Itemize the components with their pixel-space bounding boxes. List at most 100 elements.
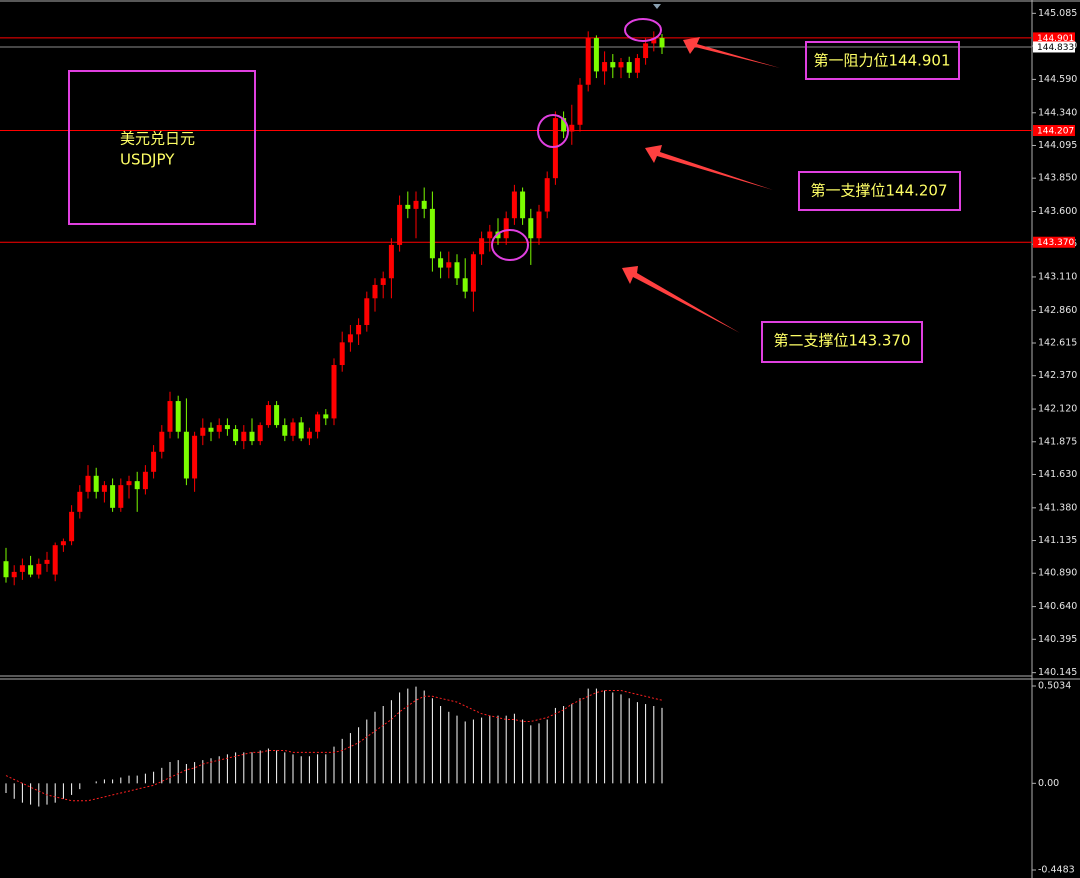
shift-marker <box>653 4 661 9</box>
y-tick-label: 140.145 <box>1038 667 1077 678</box>
y-tick-label: 140.395 <box>1038 634 1077 645</box>
candle-body <box>290 422 296 436</box>
y-tick-label: 140.640 <box>1038 601 1077 612</box>
level-label-bg <box>1033 41 1075 53</box>
candle-body <box>52 545 58 575</box>
candle-body <box>323 414 329 419</box>
candle-body <box>110 485 116 508</box>
candle-body <box>159 431 165 452</box>
candle-body <box>593 38 599 72</box>
candle-body <box>77 491 83 512</box>
candle-body <box>224 425 230 430</box>
candle-body <box>462 278 468 292</box>
y-tick-label: 141.875 <box>1038 436 1077 447</box>
candle-body <box>192 435 198 479</box>
candle-body <box>3 561 9 578</box>
highlight-ellipse <box>537 114 569 148</box>
candle-body <box>208 427 214 432</box>
candle-body <box>544 178 550 212</box>
candle-body <box>520 191 526 219</box>
y-tick-label: 141.630 <box>1038 469 1077 480</box>
level-label: 144.901 <box>1037 34 1074 44</box>
y-tick-label: 142.615 <box>1038 338 1077 349</box>
highlight-ellipse <box>491 229 529 261</box>
candle-body <box>69 511 75 542</box>
y-tick-label: 143.600 <box>1038 206 1077 217</box>
candle-body <box>175 401 181 432</box>
y2-tick-label: -0.4483 <box>1038 865 1075 876</box>
candle-body <box>397 204 403 245</box>
annotation-box <box>761 321 923 363</box>
candle-body <box>85 475 91 492</box>
candle-body <box>233 429 239 442</box>
candle-body <box>274 405 280 426</box>
candle-body <box>487 231 493 239</box>
arrow <box>622 266 740 333</box>
candle-body <box>36 563 42 575</box>
candle-body <box>388 244 394 279</box>
candle-body <box>511 191 517 219</box>
candle-body <box>536 211 542 239</box>
plot-area: 145.085144.840144.590144.340144.095143.8… <box>0 8 1077 876</box>
annotation: 第二支撑位143.370 <box>773 332 910 350</box>
candle-body <box>585 38 591 85</box>
candle-body <box>265 405 271 426</box>
candle-body <box>331 365 337 419</box>
candle-body <box>626 62 632 73</box>
candle-body <box>28 565 34 575</box>
level-label: 144.207 <box>1037 127 1074 137</box>
level-label-bg <box>1033 236 1075 248</box>
candle-body <box>454 262 460 279</box>
candle-body <box>429 208 435 259</box>
candle-body <box>561 118 567 132</box>
candle-body <box>610 62 616 68</box>
candle-body <box>11 571 17 578</box>
candle-body <box>577 84 583 125</box>
annotation: 第一阻力位144.901 <box>813 52 950 70</box>
candle-body <box>118 485 124 508</box>
level-label: 143.370 <box>1037 238 1074 248</box>
candle-body <box>339 342 345 366</box>
level-label-bg <box>1033 125 1075 137</box>
candle-body <box>347 334 353 343</box>
highlight-ellipse <box>624 18 662 42</box>
y-tick-label: 142.120 <box>1038 404 1077 415</box>
y-tick-label: 145.085 <box>1038 8 1077 19</box>
candle-body <box>405 204 411 209</box>
candle-body <box>503 218 509 239</box>
y-tick-label: 144.095 <box>1038 140 1077 151</box>
candle-body <box>421 200 427 209</box>
annotation-box <box>798 171 961 211</box>
candle-body <box>216 425 222 432</box>
signal-line <box>5 690 663 802</box>
candle-body <box>602 62 608 72</box>
candle-body <box>126 481 132 486</box>
candle-body <box>19 565 25 572</box>
candle-body <box>167 401 173 432</box>
candle-body <box>315 414 321 432</box>
level-label-bg <box>1033 32 1075 44</box>
candle-body <box>372 284 378 299</box>
level-label: 144.833 <box>1037 43 1074 53</box>
candle-body <box>60 541 66 546</box>
candle-body <box>438 258 444 268</box>
candle-body <box>618 62 624 68</box>
candle-body <box>659 38 665 48</box>
symbol-box <box>68 70 256 225</box>
candle-body <box>380 278 386 285</box>
candle-body <box>44 559 50 564</box>
candle-body <box>93 475 99 492</box>
y2-tick-label: 0.5034 <box>1038 681 1071 692</box>
candle-body <box>413 200 419 209</box>
candle-body <box>298 422 304 439</box>
y-tick-label: 144.340 <box>1038 107 1077 118</box>
candle-body <box>282 425 288 436</box>
candle-body <box>151 451 157 472</box>
symbol-label: 美元兑日元 <box>120 130 195 148</box>
y-tick-label: 142.370 <box>1038 370 1077 381</box>
y2-tick-label: 0.00 <box>1038 778 1059 789</box>
candle-body <box>134 481 140 490</box>
